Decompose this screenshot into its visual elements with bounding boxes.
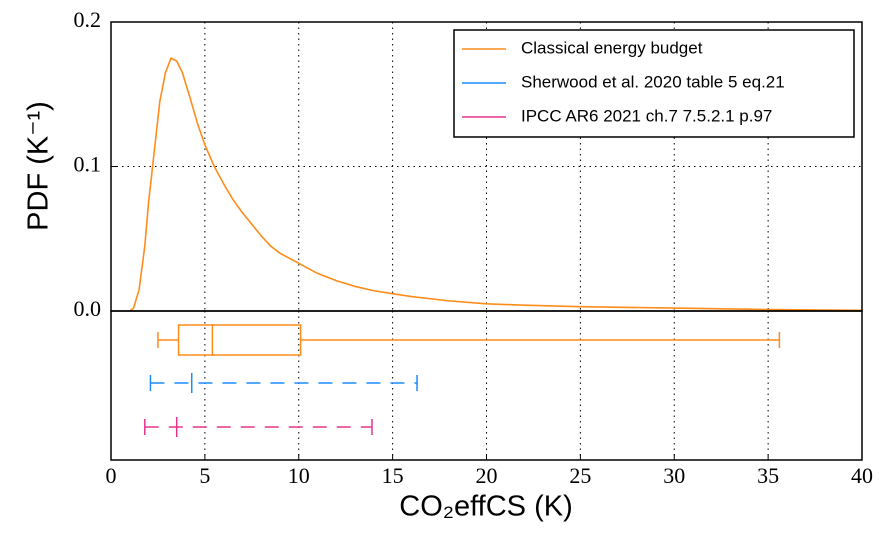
x-tick-label: 20 — [476, 463, 498, 488]
legend-label: Classical energy budget — [521, 38, 703, 57]
pdf-line — [129, 57, 863, 312]
legend-label: Sherwood et al. 2020 table 5 eq.21 — [521, 72, 785, 91]
x-tick-label: 30 — [663, 463, 685, 488]
x-tick-label: 5 — [199, 463, 210, 488]
x-tick-label: 35 — [757, 463, 779, 488]
y-tick-label: 0.0 — [74, 296, 102, 321]
y-tick-label: 0.2 — [74, 7, 102, 32]
y-tick-label: 0.1 — [74, 152, 102, 177]
y-axis-label: PDF (K⁻¹) — [23, 101, 55, 231]
x-axis-label: CO₂effCS (K) — [399, 491, 572, 523]
legend-label: IPCC AR6 2021 ch.7 7.5.2.1 p.97 — [521, 106, 772, 125]
box — [177, 324, 302, 356]
x-tick-label: 10 — [288, 463, 310, 488]
x-tick-label: 25 — [569, 463, 591, 488]
x-tick-label: 15 — [382, 463, 404, 488]
legend-frame — [453, 29, 855, 138]
x-tick-label: 0 — [106, 463, 117, 488]
plot-frame — [110, 310, 863, 461]
x-tick-label: 40 — [851, 463, 873, 488]
